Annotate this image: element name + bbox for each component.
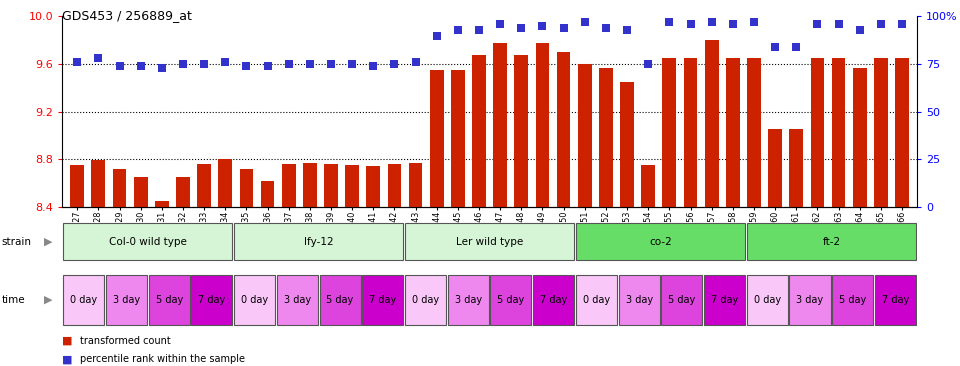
- Text: 7 day: 7 day: [199, 295, 226, 305]
- Bar: [599, 68, 612, 207]
- Bar: [747, 275, 788, 325]
- Bar: [234, 275, 276, 325]
- Bar: [451, 70, 465, 207]
- Bar: [405, 275, 446, 325]
- Text: 0 day: 0 day: [70, 295, 97, 305]
- Text: 5 day: 5 day: [497, 295, 524, 305]
- Bar: [620, 82, 634, 207]
- Bar: [218, 159, 232, 207]
- Bar: [176, 177, 190, 207]
- Bar: [832, 275, 874, 325]
- Text: 5 day: 5 day: [839, 295, 866, 305]
- Text: percentile rank within the sample: percentile rank within the sample: [80, 354, 245, 364]
- Bar: [261, 181, 275, 207]
- Text: ▶: ▶: [44, 295, 53, 305]
- Bar: [239, 169, 253, 207]
- Text: 7 day: 7 day: [540, 295, 567, 305]
- Bar: [661, 275, 703, 325]
- Bar: [106, 275, 147, 325]
- Bar: [91, 160, 106, 207]
- Bar: [533, 275, 574, 325]
- Text: time: time: [2, 295, 26, 305]
- Text: 7 day: 7 day: [882, 295, 909, 305]
- Bar: [133, 177, 148, 207]
- Bar: [191, 275, 232, 325]
- Bar: [303, 163, 317, 207]
- Bar: [197, 164, 211, 207]
- Bar: [831, 58, 846, 207]
- Text: 0 day: 0 day: [241, 295, 268, 305]
- Text: lfy-12: lfy-12: [304, 236, 333, 247]
- Bar: [149, 275, 190, 325]
- Text: 5 day: 5 day: [156, 295, 182, 305]
- Bar: [641, 165, 655, 207]
- Bar: [276, 275, 318, 325]
- Bar: [810, 58, 825, 207]
- Bar: [63, 223, 232, 260]
- Text: 3 day: 3 day: [113, 295, 140, 305]
- Bar: [70, 165, 84, 207]
- Bar: [705, 40, 718, 207]
- Bar: [662, 58, 676, 207]
- Text: ■: ■: [62, 354, 73, 364]
- Bar: [747, 58, 761, 207]
- Bar: [472, 55, 486, 207]
- Bar: [491, 275, 532, 325]
- Bar: [346, 165, 359, 207]
- Bar: [536, 43, 549, 207]
- Text: 0 day: 0 day: [754, 295, 780, 305]
- Bar: [234, 223, 403, 260]
- Text: 3 day: 3 day: [797, 295, 824, 305]
- Bar: [576, 275, 617, 325]
- Bar: [63, 275, 105, 325]
- Text: ft-2: ft-2: [823, 236, 840, 247]
- Text: co-2: co-2: [649, 236, 672, 247]
- Text: ■: ■: [62, 336, 73, 346]
- Bar: [557, 52, 570, 207]
- Bar: [282, 164, 296, 207]
- Bar: [789, 130, 804, 207]
- Bar: [320, 275, 361, 325]
- Bar: [493, 43, 507, 207]
- Bar: [367, 166, 380, 207]
- Bar: [895, 58, 909, 207]
- Bar: [684, 58, 697, 207]
- Bar: [447, 275, 489, 325]
- Bar: [852, 68, 867, 207]
- Text: 7 day: 7 day: [711, 295, 738, 305]
- Bar: [324, 164, 338, 207]
- Text: transformed count: transformed count: [80, 336, 171, 346]
- Bar: [112, 169, 127, 207]
- Text: 5 day: 5 day: [326, 295, 353, 305]
- Bar: [155, 201, 169, 207]
- Bar: [430, 70, 444, 207]
- Bar: [578, 64, 591, 207]
- Text: GDS453 / 256889_at: GDS453 / 256889_at: [62, 9, 192, 22]
- Text: 3 day: 3 day: [626, 295, 653, 305]
- Bar: [362, 275, 403, 325]
- Bar: [747, 223, 916, 260]
- Text: strain: strain: [2, 236, 32, 247]
- Bar: [874, 58, 888, 207]
- Text: 5 day: 5 day: [668, 295, 695, 305]
- Text: 7 day: 7 day: [370, 295, 396, 305]
- Text: Col-0 wild type: Col-0 wild type: [108, 236, 187, 247]
- Bar: [768, 130, 782, 207]
- Bar: [576, 223, 745, 260]
- Text: 3 day: 3 day: [455, 295, 482, 305]
- Bar: [618, 275, 660, 325]
- Bar: [409, 163, 422, 207]
- Bar: [726, 58, 740, 207]
- Bar: [704, 275, 745, 325]
- Text: ▶: ▶: [44, 236, 53, 247]
- Text: 0 day: 0 day: [583, 295, 610, 305]
- Bar: [875, 275, 916, 325]
- Text: 3 day: 3 day: [284, 295, 311, 305]
- Text: Ler wild type: Ler wild type: [456, 236, 523, 247]
- Bar: [388, 164, 401, 207]
- Bar: [515, 55, 528, 207]
- Bar: [405, 223, 574, 260]
- Bar: [789, 275, 830, 325]
- Text: 0 day: 0 day: [412, 295, 439, 305]
